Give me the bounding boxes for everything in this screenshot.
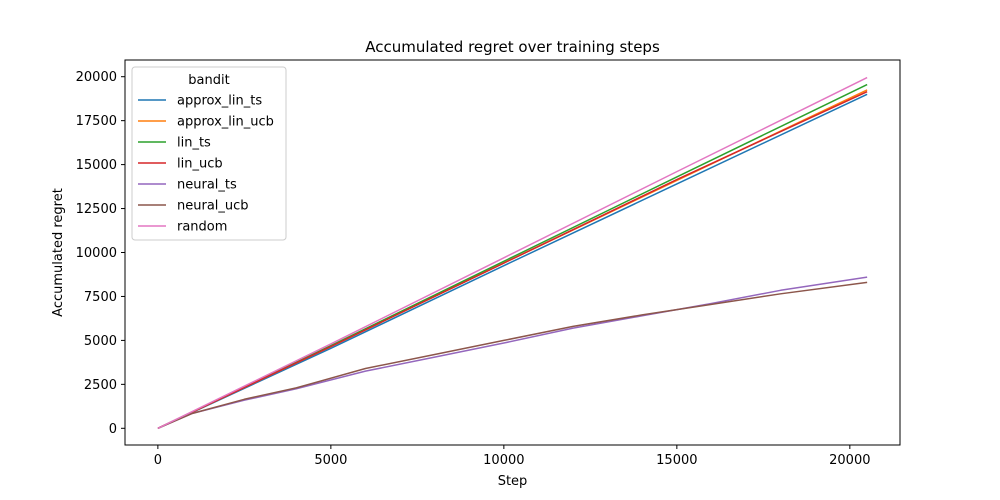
legend-box	[131, 66, 287, 241]
x-axis-label: Step	[498, 474, 528, 489]
legend-title: bandit	[188, 73, 229, 88]
x-tick-label: 10000	[483, 453, 524, 468]
y-tick-label: 20000	[76, 70, 117, 85]
series-group	[157, 76, 868, 429]
x-tick-label: 15000	[656, 453, 697, 468]
y-tick-label: 2500	[84, 378, 117, 393]
legend-item-random: random	[138, 220, 227, 235]
legend-item-neural-ucb-label: neural_ucb	[177, 199, 249, 214]
y-tick-label: 15000	[76, 158, 117, 173]
y-tick-label: 10000	[76, 246, 117, 261]
series-line-approx-lin-ts	[157, 93, 868, 429]
x-axis: 0 5000 10000 15000 20000	[154, 445, 871, 468]
y-tick-label: 12500	[76, 202, 117, 217]
legend-item-neural-ucb: neural_ucb	[138, 199, 249, 214]
series-line-neural-ts	[157, 276, 868, 429]
legend-item-lin-ucb: lin_ucb	[138, 157, 223, 172]
legend-item-approx-lin-ts-label: approx_lin_ts	[177, 94, 262, 109]
legend: bandit approx_lin_ts approx_lin_ucb lin_ts…	[131, 66, 287, 241]
legend-item-neural-ts: neural_ts	[138, 178, 237, 193]
y-tick-label: 7500	[84, 290, 117, 305]
series-line-lin-ucb	[157, 90, 868, 429]
legend-item-lin-ucb-label: lin_ucb	[177, 157, 223, 172]
legend-item-lin-ts-label: lin_ts	[177, 136, 211, 151]
legend-item-approx-lin-ucb: approx_lin_ucb	[138, 115, 274, 130]
chart-title: Accumulated regret over training steps	[365, 38, 660, 56]
y-axis: 0 2500 5000 7500 10000 12500 15000 17500 20000	[76, 70, 125, 437]
legend-item-random-label: random	[177, 220, 227, 235]
x-tick-label: 20000	[829, 453, 870, 468]
series-line-random	[157, 76, 868, 429]
legend-item-neural-ts-label: neural_ts	[177, 178, 237, 193]
legend-entries: approx_lin_ts approx_lin_ucb lin_ts lin_ucb…	[138, 94, 274, 235]
y-axis-label: Accumulated regret	[51, 188, 66, 317]
x-tick-label: 0	[154, 453, 162, 468]
y-tick-label: 5000	[84, 334, 117, 349]
y-tick-label: 17500	[76, 114, 117, 129]
legend-item-approx-lin-ts: approx_lin_ts	[138, 94, 262, 109]
legend-item-lin-ts: lin_ts	[138, 136, 211, 151]
x-tick-label: 5000	[314, 453, 347, 468]
y-tick-label: 0	[109, 422, 117, 437]
legend-item-approx-lin-ucb-label: approx_lin_ucb	[177, 115, 274, 130]
series-line-neural-ucb	[157, 281, 868, 429]
